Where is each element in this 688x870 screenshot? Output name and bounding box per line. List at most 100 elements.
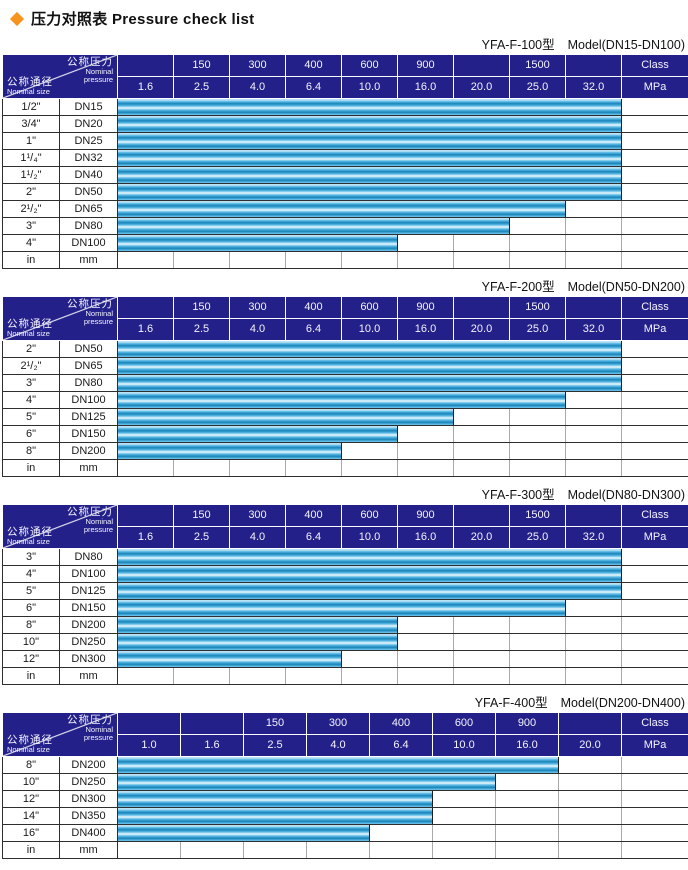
table-row: 12"DN300 <box>3 651 688 668</box>
dn-cell: DN200 <box>60 617 118 634</box>
empty-cell <box>398 668 454 685</box>
mpa-header-cell: 10.0 <box>433 735 496 757</box>
size-cell: 12" <box>3 651 60 668</box>
empty-cell <box>342 460 398 477</box>
pressure-bar <box>118 757 559 774</box>
dn-cell: DN250 <box>60 774 118 791</box>
mpa-header-cell: 10.0 <box>342 319 398 341</box>
pressure-bar <box>118 167 622 184</box>
pressure-bar <box>118 426 398 443</box>
mpa-header-cell: 10.0 <box>342 77 398 99</box>
pressure-bar <box>118 774 496 791</box>
table-model-label: YFA-F-100型 <box>482 38 555 52</box>
empty-cell <box>230 460 286 477</box>
empty-cell <box>622 774 688 791</box>
mpa-header-cell: 2.5 <box>174 319 230 341</box>
pressure-bar <box>118 99 622 116</box>
dn-cell: DN50 <box>60 184 118 201</box>
class-header-cell <box>454 297 510 319</box>
empty-cell <box>622 184 688 201</box>
table-model-label: YFA-F-200型 <box>482 280 555 294</box>
pressure-bar <box>118 409 454 426</box>
dn-cell: DN15 <box>60 99 118 116</box>
mpa-header-cell: MPa <box>622 319 688 341</box>
empty-cell <box>622 375 688 392</box>
empty-cell <box>622 116 688 133</box>
empty-cell <box>454 668 510 685</box>
empty-cell <box>118 252 174 269</box>
size-cell: 2¹/₂" <box>3 201 60 218</box>
pressure-bar <box>118 443 342 460</box>
mpa-header-cell: MPa <box>622 77 688 99</box>
table-row: 10"DN250 <box>3 634 688 651</box>
pressure-bar <box>118 600 566 617</box>
empty-cell <box>622 651 688 668</box>
table-row: 4"DN100 <box>3 235 688 252</box>
dn-cell: DN80 <box>60 218 118 235</box>
table-row: 5"DN125 <box>3 583 688 600</box>
class-header-cell <box>566 505 622 527</box>
mpa-header-cell: 16.0 <box>496 735 559 757</box>
empty-cell <box>286 460 342 477</box>
empty-cell <box>342 651 398 668</box>
size-cell: 3" <box>3 375 60 392</box>
mpa-header-cell: 4.0 <box>307 735 370 757</box>
empty-cell <box>433 825 496 842</box>
pressure-bar <box>118 634 398 651</box>
dn-cell: DN200 <box>60 443 118 460</box>
size-cell: in <box>3 460 60 477</box>
pressure-bar <box>118 583 622 600</box>
pressure-bar <box>118 116 622 133</box>
table-row: 16"DN400 <box>3 825 688 842</box>
size-cell: 10" <box>3 774 60 791</box>
class-header-cell: 900 <box>398 505 454 527</box>
empty-cell <box>566 600 622 617</box>
mpa-header-cell: 16.0 <box>398 319 454 341</box>
mpa-header-cell: 20.0 <box>454 77 510 99</box>
empty-cell <box>622 808 688 825</box>
empty-cell <box>496 842 559 859</box>
table-model-label: YFA-F-400型 <box>475 696 548 710</box>
page-title-text: 压力对照表 Pressure check list <box>31 8 254 29</box>
class-header-cell <box>118 713 181 735</box>
pressure-bar <box>118 235 398 252</box>
nominal-pressure-en: pressure <box>67 734 113 742</box>
empty-cell <box>622 201 688 218</box>
class-header-cell <box>566 297 622 319</box>
mpa-header-cell: MPa <box>622 735 688 757</box>
empty-cell <box>370 842 433 859</box>
table-row: 5"DN125 <box>3 409 688 426</box>
empty-cell <box>342 443 398 460</box>
table-row: 3"DN80 <box>3 375 688 392</box>
empty-cell <box>342 252 398 269</box>
table-row: 3"DN80 <box>3 549 688 566</box>
table-row: 2"DN50 <box>3 341 688 358</box>
empty-cell <box>118 460 174 477</box>
class-header-cell: 300 <box>230 505 286 527</box>
empty-cell <box>622 583 688 600</box>
empty-cell <box>398 651 454 668</box>
size-cell: 2¹/₂" <box>3 358 60 375</box>
mpa-header-cell: 25.0 <box>510 527 566 549</box>
table-row: 2"DN50 <box>3 184 688 201</box>
class-header-cell <box>454 505 510 527</box>
empty-cell <box>559 842 622 859</box>
empty-cell <box>181 842 244 859</box>
table-range-label: Model(DN50-DN200) <box>568 280 685 294</box>
table-model-label: YFA-F-300型 <box>482 488 555 502</box>
class-header-cell: 900 <box>496 713 559 735</box>
class-header-cell: Class <box>622 55 688 77</box>
mpa-header-cell: 32.0 <box>566 77 622 99</box>
empty-cell <box>398 443 454 460</box>
mpa-header-cell: 1.6 <box>181 735 244 757</box>
